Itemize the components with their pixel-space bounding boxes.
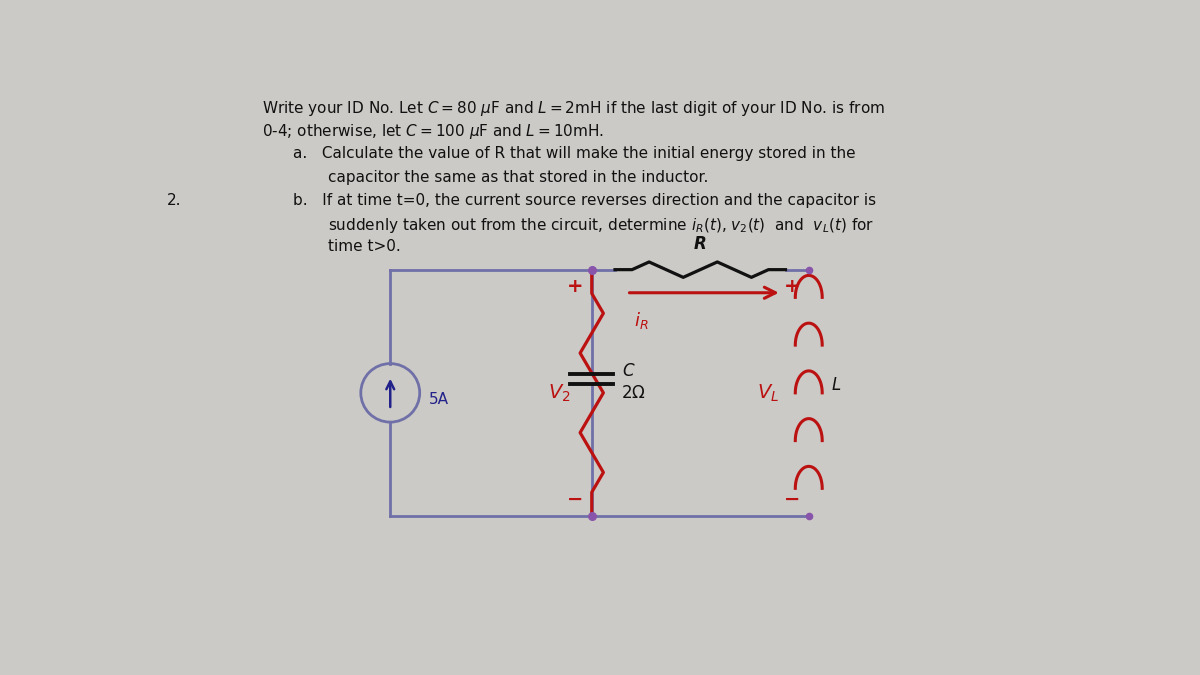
Text: R: R bbox=[694, 235, 707, 252]
Text: 2.: 2. bbox=[167, 192, 181, 208]
Text: L: L bbox=[832, 376, 841, 394]
Text: 0-4; otherwise, let $C = 100\ \mu$F and $L = 10$mH.: 0-4; otherwise, let $C = 100\ \mu$F and … bbox=[263, 122, 605, 141]
Text: a.   Calculate the value of R that will make the initial energy stored in the: a. Calculate the value of R that will ma… bbox=[293, 146, 856, 161]
Text: $i_R$: $i_R$ bbox=[635, 310, 649, 331]
Text: capacitor the same as that stored in the inductor.: capacitor the same as that stored in the… bbox=[329, 169, 709, 184]
Text: 2$\Omega$: 2$\Omega$ bbox=[622, 384, 646, 402]
Text: time t>0.: time t>0. bbox=[329, 239, 401, 254]
Text: −: − bbox=[784, 489, 800, 508]
Text: Write your ID No. Let $C = 80\ \mu$F and $L = 2$mH if the last digit of your ID : Write your ID No. Let $C = 80\ \mu$F and… bbox=[263, 99, 886, 117]
Text: $V_2$: $V_2$ bbox=[548, 382, 570, 404]
Text: b.   If at time t=0, the current source reverses direction and the capacitor is: b. If at time t=0, the current source re… bbox=[293, 192, 876, 208]
Text: +: + bbox=[784, 277, 800, 296]
Text: C: C bbox=[623, 362, 635, 380]
Text: $V_L$: $V_L$ bbox=[757, 382, 780, 404]
Text: −: − bbox=[566, 489, 583, 508]
Text: 5A: 5A bbox=[430, 392, 449, 406]
Text: +: + bbox=[566, 277, 583, 296]
Text: suddenly taken out from the circuit, determine $i_R(t)$, $v_2(t)$  and  $v_L(t)$: suddenly taken out from the circuit, det… bbox=[329, 216, 875, 235]
